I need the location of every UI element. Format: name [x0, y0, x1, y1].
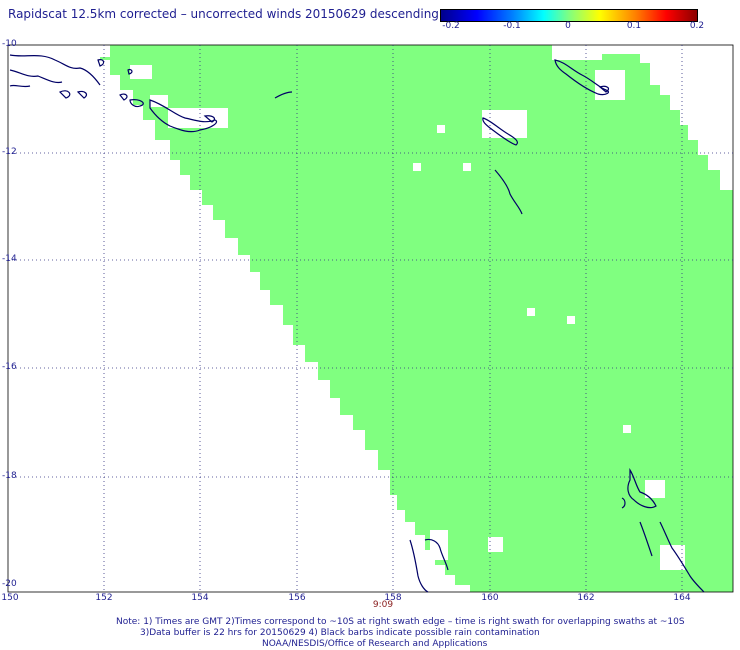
swath-gap — [437, 125, 445, 133]
map-title: Rapidscat 12.5km corrected – uncorrected… — [8, 7, 439, 21]
swath-gap — [567, 316, 575, 324]
island-coast — [598, 85, 610, 93]
lat-tick-label: -16 — [2, 362, 17, 372]
colorbar-label-neg: -0.1 — [503, 21, 521, 31]
papua-new-guinea-coast — [9, 69, 63, 84]
lat-tick-label: -20 — [2, 579, 17, 589]
new-caledonia-coast — [627, 468, 657, 509]
louisiade-coast — [149, 99, 218, 133]
lon-tick-label: 156 — [288, 593, 306, 603]
colorbar-label-zero: 0 — [565, 21, 571, 31]
coastlines — [9, 54, 705, 593]
swath-gap — [482, 110, 527, 138]
island-coast — [58, 90, 71, 99]
lon-tick-label: 160 — [481, 593, 499, 603]
reef-coast — [494, 169, 523, 215]
lon-tick-label: 152 — [95, 593, 113, 603]
lon-tick-label: 150 — [1, 593, 19, 603]
colorbar — [440, 9, 698, 22]
swath-gap — [100, 45, 110, 57]
lat-tick-label: -14 — [2, 254, 17, 264]
swath-gap — [150, 95, 168, 107]
papua-new-guinea-coast — [9, 54, 101, 86]
note-line: 3)Data buffer is 22 hrs for 20150629 4) … — [140, 628, 540, 638]
new-caledonia-coast — [659, 521, 705, 593]
swath-gap — [488, 537, 503, 552]
swath-time-label: 9:09 — [372, 600, 394, 610]
note-credit: NOAA/NESDIS/Office of Research and Appli… — [262, 639, 488, 649]
island-coast — [127, 68, 133, 75]
solomon-coast — [554, 59, 610, 96]
island-coast — [76, 90, 88, 99]
island-coast — [621, 497, 626, 509]
swath-gap — [130, 65, 152, 79]
lon-tick-label: 162 — [577, 593, 595, 603]
lon-tick-label: 154 — [191, 593, 209, 603]
chesterfield-coast — [424, 538, 449, 571]
island-coast — [129, 99, 144, 108]
papua-new-guinea-coast — [9, 84, 31, 88]
lon-tick-label: 158 — [384, 593, 402, 603]
island-coast — [119, 93, 128, 101]
lat-tick-label: -12 — [2, 147, 17, 157]
swath-gap — [463, 163, 471, 171]
colorbar-label-max: 0.2 — [689, 21, 705, 31]
island-coast — [203, 115, 216, 123]
lon-tick-label: 164 — [673, 593, 691, 603]
chesterfield-coast — [409, 539, 429, 593]
colorbar-label-min: -0.2 — [442, 21, 460, 31]
swath-gap — [413, 163, 421, 171]
rennell-coast — [482, 117, 519, 146]
swath-gap — [595, 70, 625, 100]
plot-frame — [7, 44, 734, 593]
lat-tick-label: -10 — [2, 39, 17, 49]
swath-gap — [168, 108, 228, 128]
swath-gap — [623, 425, 631, 433]
swath-gap — [527, 308, 535, 316]
lat-tick-label: -18 — [2, 471, 17, 481]
grid-lines — [8, 45, 733, 592]
new-caledonia-coast — [639, 521, 653, 557]
swath-gap — [645, 480, 665, 498]
swath-coverage — [100, 45, 733, 592]
swath-gap — [552, 45, 602, 60]
island-coast — [97, 59, 105, 67]
reef-coast — [274, 91, 293, 99]
colorbar-label-pos: 0.1 — [626, 21, 642, 31]
note-line: Note: 1) Times are GMT 2)Times correspon… — [116, 617, 685, 627]
